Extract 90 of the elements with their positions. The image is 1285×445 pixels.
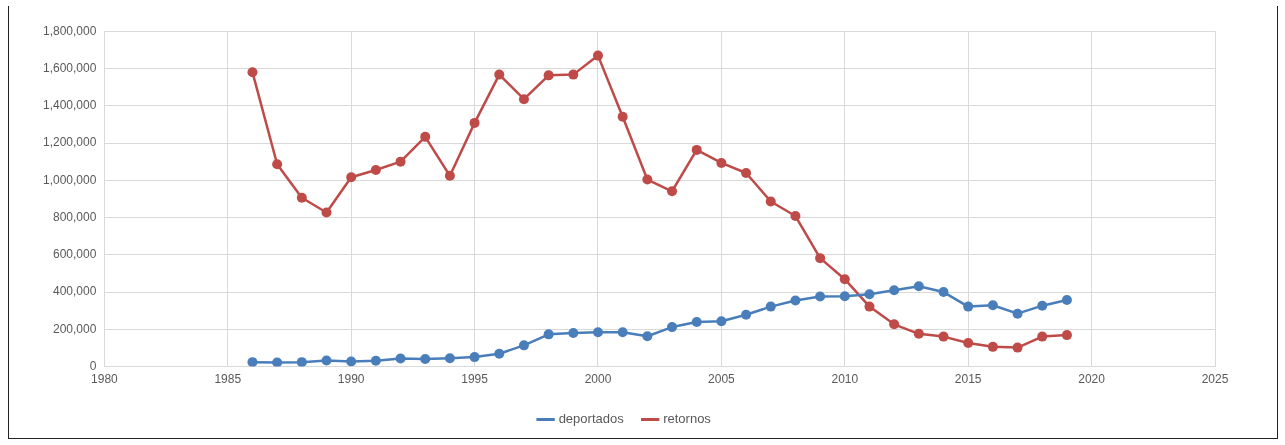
- y-tick-label: 200,000: [52, 321, 97, 336]
- point: [494, 348, 505, 359]
- point: [518, 340, 529, 351]
- point: [346, 356, 357, 367]
- point: [494, 69, 505, 80]
- point: [321, 355, 332, 366]
- point: [913, 328, 924, 339]
- point: [938, 331, 949, 342]
- x-tick-label: 1995: [461, 372, 489, 387]
- point: [296, 192, 307, 203]
- point: [691, 317, 702, 328]
- point: [395, 353, 406, 364]
- x-tick-label: 2025: [1201, 372, 1229, 387]
- point: [691, 144, 702, 155]
- y-tick-label: 1,800,000: [42, 23, 97, 38]
- point: [346, 172, 357, 183]
- point: [839, 291, 850, 302]
- x-tick-label: 2010: [831, 372, 859, 387]
- point: [642, 174, 653, 185]
- point: [864, 289, 875, 300]
- point: [420, 131, 431, 142]
- y-tick-label: 800,000: [52, 209, 97, 224]
- y-tick-label: 400,000: [52, 284, 97, 299]
- point: [395, 156, 406, 167]
- point: [420, 353, 431, 364]
- point: [617, 327, 628, 338]
- point: [1037, 331, 1048, 342]
- point: [469, 352, 480, 363]
- point: [568, 328, 579, 339]
- point: [1012, 342, 1023, 353]
- x-tick-label: 2000: [584, 372, 612, 387]
- point: [1061, 330, 1072, 341]
- point: [667, 322, 678, 333]
- point: [370, 355, 381, 366]
- y-tick-label: 1,000,000: [42, 172, 97, 187]
- x-tick-label: 1980: [91, 372, 119, 387]
- point: [568, 69, 579, 80]
- x-tick-label: 2020: [1078, 372, 1106, 387]
- point: [889, 319, 900, 330]
- point: [592, 327, 603, 338]
- point: [296, 357, 307, 367]
- point: [1012, 308, 1023, 319]
- point: [790, 295, 801, 306]
- point: [716, 157, 727, 168]
- point: [815, 291, 826, 302]
- point: [518, 94, 529, 105]
- point: [963, 301, 974, 312]
- point: [444, 353, 455, 364]
- point: [864, 301, 875, 312]
- point: [741, 309, 752, 320]
- point: [444, 170, 455, 181]
- point: [272, 159, 283, 170]
- point: [765, 301, 776, 312]
- point: [543, 70, 554, 81]
- point: [765, 196, 776, 207]
- point: [790, 211, 801, 222]
- point: [592, 50, 603, 61]
- y-tick-label: 1,200,000: [42, 135, 97, 150]
- point: [963, 337, 974, 348]
- y-tick-label: 0: [89, 358, 97, 373]
- point: [272, 357, 283, 367]
- x-tick-label: 1985: [214, 372, 242, 387]
- legend-label: retornos: [663, 411, 712, 427]
- y-tick-label: 600,000: [52, 247, 97, 262]
- point: [741, 168, 752, 178]
- point: [987, 341, 998, 352]
- point: [913, 281, 924, 292]
- y-tick-label: 1,400,000: [42, 98, 97, 113]
- point: [889, 285, 900, 296]
- point: [469, 117, 480, 128]
- y-tick-label: 1,600,000: [42, 60, 97, 75]
- point: [839, 274, 850, 285]
- point: [987, 300, 998, 311]
- point: [667, 186, 678, 197]
- x-tick-label: 2005: [708, 372, 736, 387]
- x-tick-label: 2015: [954, 372, 982, 387]
- point: [642, 331, 653, 342]
- point: [815, 253, 826, 264]
- point: [617, 111, 628, 122]
- point: [247, 67, 258, 78]
- point: [1037, 300, 1048, 311]
- point: [938, 287, 949, 298]
- legend-label: deportados: [558, 411, 625, 427]
- point: [321, 207, 332, 218]
- x-tick-label: 1990: [337, 372, 365, 387]
- point: [1061, 295, 1072, 306]
- point: [543, 329, 554, 340]
- point: [370, 165, 381, 176]
- point: [247, 357, 258, 367]
- point: [716, 316, 727, 327]
